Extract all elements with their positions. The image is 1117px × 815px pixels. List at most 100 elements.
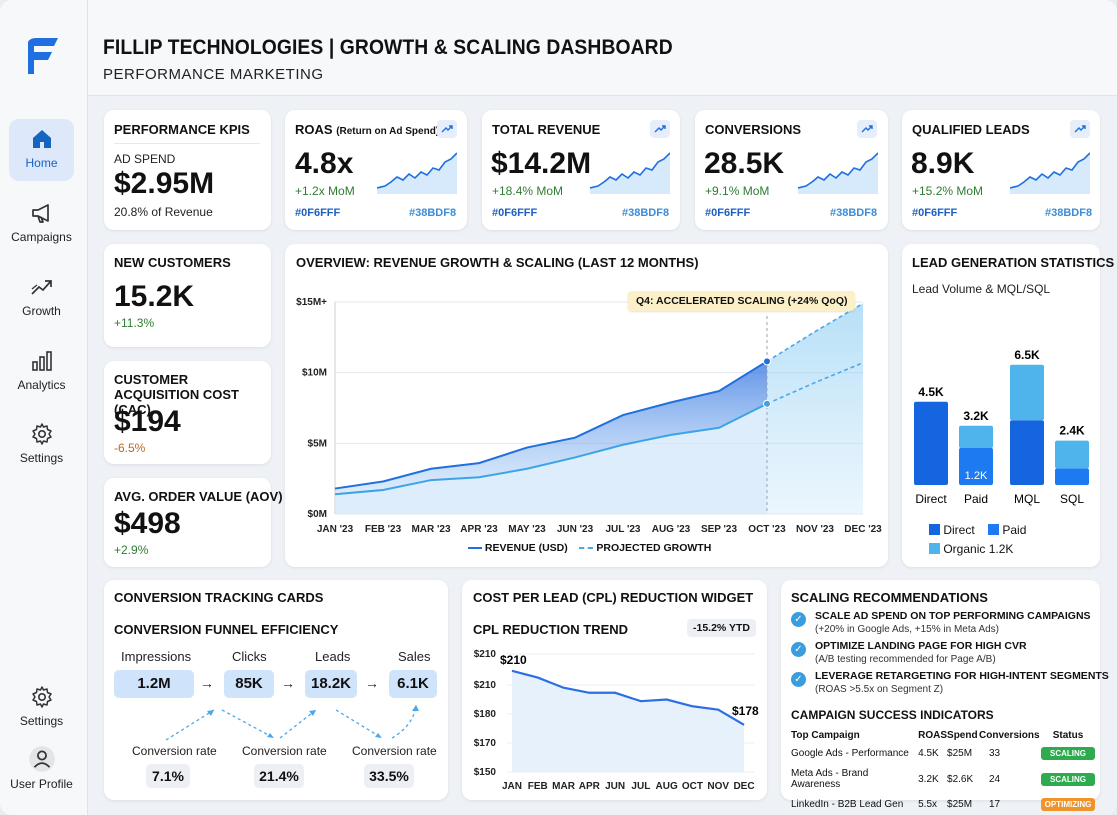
status-badge: SCALING [1041,772,1095,786]
x-tick-label: NOV [707,781,729,792]
sidebar: Home Campaigns Growth Analytics Settings… [0,0,88,815]
sidebar-item-label: Settings [19,451,64,465]
bar-segment-paid [1055,468,1089,485]
y-tick-label: $10M [302,368,327,379]
hex-label-left: #0F6FFF [492,207,538,219]
sidebar-item-home[interactable]: Home [9,119,74,181]
lower-point [763,399,771,408]
chart-annotation: Q4: ACCELERATED SCALING (+24% QoQ) [628,291,856,311]
x-tick-label: NOV '23 [796,524,834,535]
revenue-point [763,357,771,366]
legend-revenue: REVENUE (USD) [484,542,568,554]
x-tick-label: JUL [631,781,650,792]
x-tick-label: JUL '23 [606,524,641,535]
metric-change: +15.2% MoM [912,184,984,198]
conversion-tracking-card: CONVERSION TRACKING CARDS CONVERSION FUN… [104,580,448,800]
roas-card: ROAS (Return on Ad Spend) 4.8x +1.2x MoM… [285,110,467,230]
x-tick-label: OCT '23 [748,524,786,535]
sidebar-item-label: Home [25,156,58,170]
cpl-widget-card: COST PER LEAD (CPL) REDUCTION WIDGET CPL… [462,580,767,800]
gear-icon [31,423,52,445]
sidebar-user-profile[interactable]: User Profile [4,741,79,803]
card-title: OVERVIEW: REVENUE GROWTH & SCALING (LAST… [296,255,699,270]
legend-swatch-direct [929,524,940,535]
sidebar-item-growth[interactable]: Growth [9,267,74,329]
card-title: ROAS (Return on Ad Spend) [295,122,440,137]
trend-button[interactable] [1070,120,1090,138]
check-icon: ✓ [791,642,806,657]
kpi-note: 20.8% of Revenue [114,205,213,219]
hex-label-right: #38BDF8 [830,207,878,219]
kpi-value: $2.95M [114,167,215,200]
metric-value: $498 [114,507,181,540]
rate-label: Conversion rate [242,744,327,758]
campaign-conversions: 17 [989,799,1001,810]
check-icon: ✓ [791,672,806,687]
y-tick-label: $150 [474,767,497,778]
y-tick-label: $180 [474,709,497,720]
performance-kpis-card: PERFORMANCE KPIS AD SPEND $2.95M 20.8% o… [104,110,271,230]
trend-button[interactable] [857,120,877,138]
cpl-end-label: $178 [732,704,759,718]
sidebar-bottom-settings[interactable]: Settings [9,677,74,739]
sidebar-item-analytics[interactable]: Analytics [9,341,74,403]
trend-button[interactable] [650,120,670,138]
y-tick-label: $5M [308,438,327,449]
bar-category-label: MQL [1014,492,1040,506]
y-tick-label: $210 [474,649,497,660]
metric-value: $194 [114,405,181,438]
trend-button[interactable] [437,120,457,138]
card-title: NEW CUSTOMERS [114,255,231,270]
column-header: Spend [947,730,978,741]
new-customers-card: NEW CUSTOMERS 15.2K +11.3% [104,244,271,347]
sidebar-item-campaigns[interactable]: Campaigns [9,193,74,255]
x-tick-label: MAR [552,781,576,792]
chart-legend: REVENUE (USD) PROJECTED GROWTH [468,542,711,554]
y-tick-label: $0M [308,509,327,520]
table-row[interactable]: Google Ads - Performance 4.5K $25M 33 SC… [791,743,1095,764]
column-header: Top Campaign [791,730,860,741]
recommendations-card: SCALING RECOMMENDATIONS ✓ SCALE AD SPEND… [781,580,1109,811]
card-title: CONVERSION TRACKING CARDS [114,590,324,605]
sidebar-item-settings[interactable]: Settings [9,414,74,476]
x-tick-label: FEB '23 [365,524,402,535]
campaign-name: Meta Ads - Brand Awareness [791,768,869,790]
campaign-name: LinkedIn - B2B Lead Gen [791,799,904,810]
lead-bar-chart: 4.5K Direct 3.2K Paid 6.5K MQL 2.4K SQL 1.2K [914,348,1089,506]
qualified-leads-card: QUALIFIED LEADS 8.9K +15.2% MoM #0F6FFF … [902,110,1100,230]
funnel-stage-value: 1.2M [114,670,194,698]
trend-up-icon [441,125,453,133]
table-row[interactable]: LinkedIn - B2B Lead Gen 5.5x $25M 17 OPT… [791,794,1095,815]
cpl-area [512,670,744,772]
bar-total-label: 4.5K [918,385,944,399]
metric-value: $14.2M [491,147,592,180]
funnel-stage-label: Clicks [232,649,267,664]
lead-legend: Direct Paid [929,523,1026,537]
user-avatar-icon [28,746,55,772]
x-tick-label: APR [579,781,601,792]
sidebar-item-label: Settings [19,714,64,728]
card-title: COST PER LEAD (CPL) REDUCTION WIDGET [473,590,754,605]
card-title: SCALING RECOMMENDATIONS [791,590,988,605]
card-title: CUSTOMER ACQUISITION COST (CAC) [114,372,239,417]
aov-card: AVG. ORDER VALUE (AOV) $498 +2.9% [104,478,283,567]
page-subtitle: PERFORMANCE MARKETING [103,66,324,83]
hex-label-right: #38BDF8 [1045,207,1093,219]
card-title: LEAD GENERATION STATISTICS [912,255,1115,270]
y-tick-label: $210 [474,680,497,691]
campaign-name: Google Ads - Performance [791,748,909,759]
sidebar-item-label: Analytics [17,378,66,392]
revenue-area [335,361,767,495]
bar-segment-direct [914,401,948,485]
projected-area [767,303,863,514]
conversions-card: CONVERSIONS 28.5K +9.1% MoM #0F6FFF #38B… [695,110,888,230]
table-row[interactable]: Meta Ads - Brand Awareness 3.2K $2.6K 24… [791,764,1095,794]
x-tick-label: APR '23 [460,524,498,535]
legend-organic: Organic 1.2K [943,542,1014,556]
card-title: AVG. ORDER VALUE (AOV) [114,489,283,504]
sparkline [377,152,457,194]
card-title: TOTAL REVENUE [492,122,601,137]
hex-label-left: #0F6FFF [912,207,958,219]
x-tick-label: FEB [528,781,548,792]
